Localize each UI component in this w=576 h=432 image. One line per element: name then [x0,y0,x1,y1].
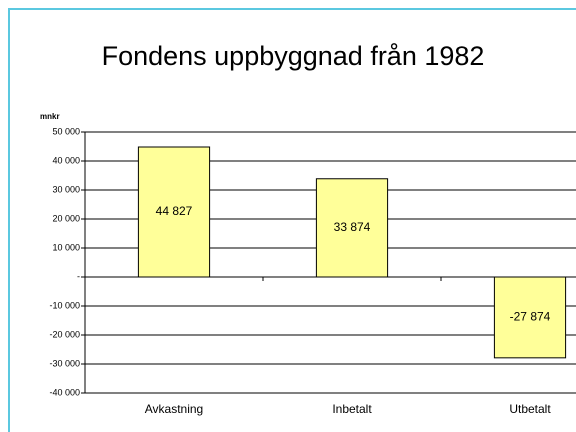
y-axis-label: mnkr [40,112,60,121]
y-tick-label: 20 000 [52,213,80,223]
value-label: 33 874 [334,220,371,234]
y-tick-label: -30 000 [49,358,80,368]
y-tick-label: -10 000 [49,300,80,310]
bar [137,146,211,278]
value-label: 44 827 [156,204,193,218]
chart-title: Fondens uppbyggnad från 1982 [102,41,485,71]
y-tick-label: -20 000 [49,329,80,339]
y-tick-label: 30 000 [52,184,80,194]
y-tick-label: -40 000 [49,387,80,397]
y-tick-label: - [77,271,80,281]
x-tick-label: Utbetalt [509,402,551,416]
y-tick-label: 10 000 [52,242,80,252]
x-tick-label: Inbetalt [332,402,372,416]
bar [493,276,567,359]
frame [8,8,576,432]
bar [315,178,389,278]
y-tick-label: 40 000 [52,155,80,165]
value-label: -27 874 [510,310,551,324]
y-tick-label: 50 000 [52,126,80,136]
x-tick-label: Avkastning [145,402,203,416]
